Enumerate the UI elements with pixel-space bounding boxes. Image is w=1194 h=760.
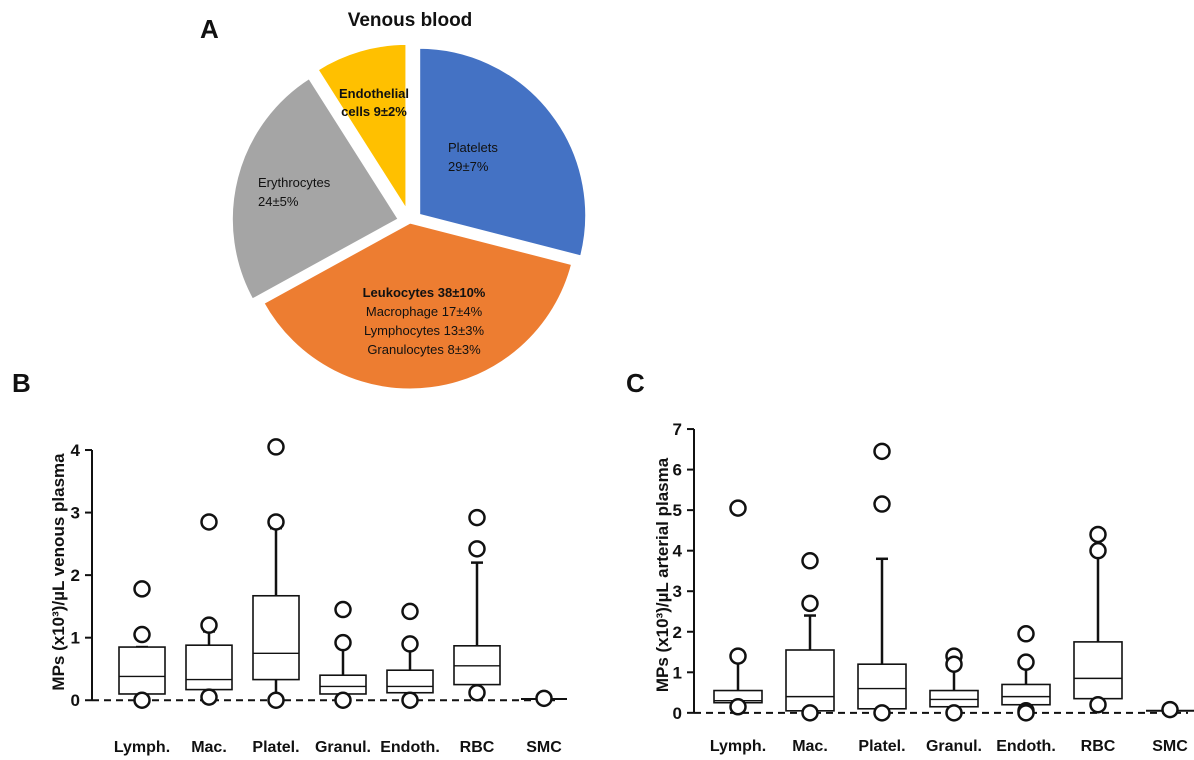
y-tick-label: 2 [71, 566, 80, 585]
outlier-point [873, 704, 891, 722]
pie-slice-leukocytes [260, 220, 575, 392]
pie-label-endothelial-cells-1: cells 9±2% [341, 104, 407, 119]
box-iqr [319, 674, 367, 695]
outlier-point [133, 625, 151, 644]
outlier-point [1161, 700, 1179, 719]
pie-label-endothelial-cells-0: Endothelial [339, 86, 409, 101]
outlier-point [267, 513, 285, 531]
x-category-label: Mac. [792, 738, 828, 755]
x-category-label: RBC [460, 739, 495, 756]
y-tick-label: 0 [71, 691, 80, 710]
y-tick-label: 4 [673, 542, 683, 561]
outlier-point [535, 689, 553, 708]
box-iqr [185, 644, 233, 691]
box-iqr [1073, 641, 1123, 700]
outlier-point [133, 691, 151, 709]
box-iqr [386, 669, 434, 694]
box-iqr [252, 594, 300, 681]
outlier-point [334, 600, 352, 619]
x-category-label: SMC [526, 739, 562, 756]
panel-label-c: C [626, 368, 645, 398]
outlier-point [200, 688, 218, 706]
x-category-label: Lymph. [710, 738, 766, 755]
outlier-point [1089, 525, 1107, 544]
outlier-point [945, 704, 963, 722]
outlier-point [401, 635, 419, 653]
outlier-point [200, 513, 218, 531]
pie-chart: Venous blood Platelets 29±7% Leukocytes 38… [229, 10, 589, 392]
outlier-point [267, 691, 285, 709]
y-tick-label: 6 [673, 461, 682, 480]
x-category-label: SMC [1152, 738, 1188, 755]
outlier-point [801, 704, 819, 722]
outlier-point [801, 594, 819, 613]
outlier-point [200, 616, 218, 634]
outlier-point [1017, 625, 1035, 643]
x-category-label: Granul. [926, 738, 982, 755]
outlier-point [267, 438, 285, 456]
x-category-label: Granul. [315, 739, 371, 756]
outlier-point [801, 552, 819, 570]
box-iqr [1001, 683, 1051, 706]
x-category-label: RBC [1081, 738, 1116, 755]
x-category-label: Lymph. [114, 739, 170, 756]
y-axis-title: MPs (x10³)/µL venous plasma [49, 453, 68, 691]
y-axis-title: MPs (x10³)/µL arterial plasma [653, 457, 672, 692]
box-iqr [118, 646, 166, 695]
y-tick-label: 3 [673, 582, 682, 601]
outlier-point [729, 647, 747, 665]
pie-label-erythrocytes-1: 24±5% [258, 194, 299, 209]
pie-label-leukocytes-0: Leukocytes 38±10% [363, 285, 486, 300]
pie-label-leukocytes-2: Lymphocytes 13±3% [364, 323, 485, 338]
y-tick-label: 3 [71, 504, 80, 523]
pie-title: Venous blood [348, 10, 473, 31]
outlier-point [334, 633, 352, 652]
outlier-point [468, 540, 486, 558]
outlier-point [729, 499, 747, 517]
box-iqr [785, 649, 835, 712]
pie-label-erythrocytes-0: Erythrocytes [258, 175, 331, 190]
pie-label-leukocytes-1: Macrophage 17±4% [366, 304, 483, 319]
outlier-point [1089, 541, 1107, 560]
outlier-point [1089, 695, 1107, 714]
outlier-point [945, 655, 963, 673]
pie-label-leukocytes-3: Granulocytes 8±3% [367, 342, 481, 357]
x-category-label: Mac. [191, 739, 227, 756]
outlier-point [401, 602, 419, 621]
outlier-point [334, 691, 352, 709]
x-category-label: Endoth. [996, 738, 1056, 755]
box-iqr [857, 663, 907, 710]
x-category-label: Platel. [252, 739, 299, 756]
pie-slice-endothelial-cells [314, 41, 409, 217]
outlier-point [468, 683, 486, 702]
pie-slice-platelets [417, 45, 589, 259]
x-category-label: Endoth. [380, 739, 440, 756]
panel-label-b: B [12, 368, 31, 398]
outlier-point [873, 442, 891, 461]
outlier-point [401, 691, 419, 709]
panel-label-a: A [200, 14, 219, 44]
y-tick-label: 0 [673, 704, 682, 723]
outlier-point [873, 495, 891, 513]
outlier-point [1017, 704, 1035, 722]
outlier-point [1017, 653, 1035, 671]
y-tick-label: 2 [673, 623, 682, 642]
x-category-label: Platel. [858, 738, 905, 755]
outlier-point [468, 508, 486, 527]
y-tick-label: 4 [71, 441, 81, 460]
outlier-point [729, 698, 747, 716]
pie-label-platelets-1: 29±7% [448, 159, 489, 174]
pie-label-platelets-0: Platelets [448, 140, 498, 155]
y-tick-label: 1 [673, 663, 682, 682]
outlier-point [133, 580, 151, 598]
y-tick-label: 1 [71, 629, 80, 648]
y-tick-label: 7 [673, 420, 682, 439]
y-tick-label: 5 [673, 501, 682, 520]
pie-slice-erythrocytes [229, 75, 402, 303]
